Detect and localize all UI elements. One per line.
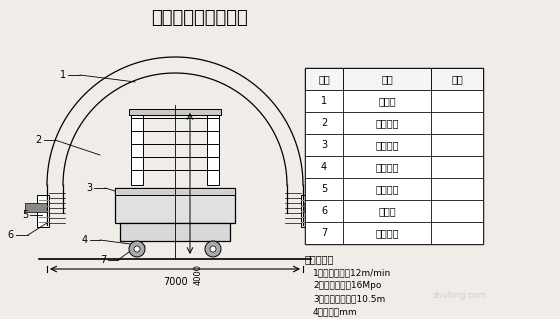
Bar [431,156,483,178]
Bar [37,195,49,227]
Bar [129,109,221,115]
Bar [301,195,313,227]
Text: 6: 6 [8,230,14,240]
Text: 5: 5 [22,210,28,220]
Text: 技术参数：: 技术参数： [305,254,334,264]
Bar [305,134,343,156]
Bar [431,68,483,90]
Text: 名称: 名称 [381,74,393,84]
Text: 4: 4 [321,162,327,172]
Bar [305,68,343,90]
Text: 1: 1 [321,96,327,106]
Text: 顶升油门: 顶升油门 [375,140,399,150]
Text: 6: 6 [321,206,327,216]
Bar [343,112,431,134]
Bar [343,90,431,112]
Text: zhulong.com: zhulong.com [433,291,487,300]
Text: 上模架: 上模架 [378,96,396,106]
Text: 1: 1 [60,70,66,80]
Text: 3、钢模台车长：10.5m: 3、钢模台车长：10.5m [313,294,385,303]
Bar [343,134,431,156]
Text: 上部台架: 上部台架 [375,118,399,128]
Bar [343,200,431,222]
Circle shape [210,246,216,252]
Bar [431,178,483,200]
Bar [305,90,343,112]
Bar [131,115,143,185]
Text: 3: 3 [321,140,327,150]
Text: 2: 2 [321,118,327,128]
Text: 3: 3 [86,183,92,193]
Bar [343,178,431,200]
Bar [207,115,219,185]
Bar [303,203,325,212]
Text: 门架总成: 门架总成 [375,162,399,172]
Bar [431,134,483,156]
Bar [305,178,343,200]
Bar [305,68,483,244]
Circle shape [129,241,145,257]
Bar [431,222,483,244]
Text: 5: 5 [321,184,327,194]
Text: 备注: 备注 [451,74,463,84]
Text: 侧向油缸: 侧向油缸 [375,184,399,194]
Text: 2: 2 [36,135,42,145]
Text: 1、行走速度：12m/min: 1、行走速度：12m/min [313,268,391,277]
Text: 4: 4 [82,235,88,245]
Bar [115,188,235,195]
Bar [120,223,230,241]
Bar [305,156,343,178]
Bar [305,222,343,244]
Bar [431,200,483,222]
Bar [431,112,483,134]
Text: 侧模板: 侧模板 [378,206,396,216]
Circle shape [205,241,221,257]
Text: 序号: 序号 [318,74,330,84]
Text: 钢模衬砌台车示意图: 钢模衬砌台车示意图 [152,9,249,27]
Bar [25,203,47,212]
Text: 7000: 7000 [163,277,187,287]
Circle shape [134,246,140,252]
Bar [343,156,431,178]
Bar [431,90,483,112]
Text: 7: 7 [321,228,327,238]
Text: 7: 7 [100,255,106,265]
Text: 行走系统: 行走系统 [375,228,399,238]
Bar [343,222,431,244]
Bar [305,112,343,134]
Text: 4000: 4000 [194,264,203,285]
Text: 4、单位：mm: 4、单位：mm [313,307,358,316]
Bar [343,68,431,90]
Bar [115,188,235,223]
Bar [305,200,343,222]
Text: 2、系统压力：16Mpo: 2、系统压力：16Mpo [313,281,381,290]
